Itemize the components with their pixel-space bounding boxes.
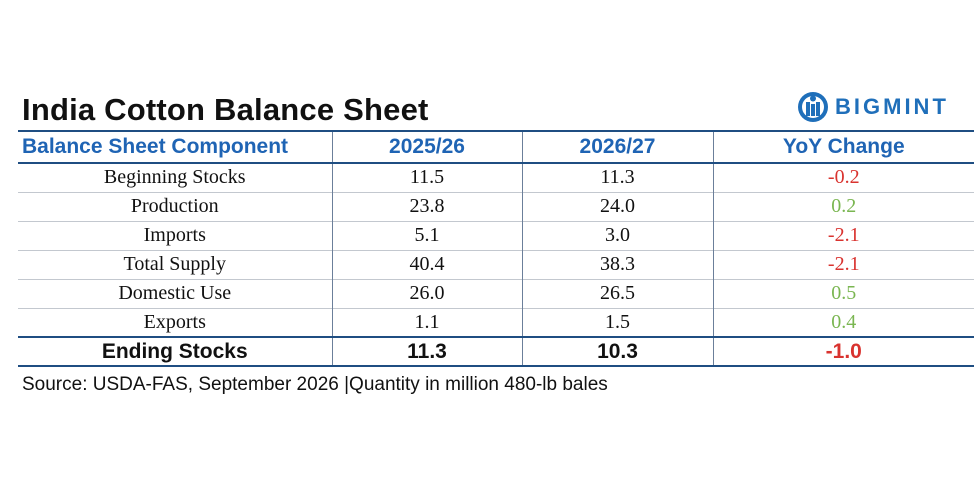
yoy-value: -2.1 [712, 249, 974, 279]
row-label: Beginning Stocks [103, 166, 246, 189]
value-2026-27: 1.5 [521, 307, 713, 337]
table-row: Imports 5.1 3.0 -2.1 [18, 220, 974, 250]
total-yoy: -1.0 [712, 336, 974, 367]
source-note: Source: USDA-FAS, September 2026 |Quanti… [22, 374, 608, 395]
table-row: Exports 1.1 1.5 0.4 [18, 307, 974, 337]
table-row: Production 23.8 24.0 0.2 [18, 191, 974, 221]
header-yoy-change: YoY Change [712, 130, 974, 164]
total-row: Ending Stocks 11.3 10.3 -1.0 [18, 336, 974, 367]
value-2026-27: 11.3 [521, 163, 713, 192]
value-2025-26: 23.8 [331, 191, 522, 221]
total-2026-27: 10.3 [521, 336, 713, 367]
value-2025-26: 40.4 [331, 249, 522, 279]
value-2026-27: 38.3 [521, 249, 713, 279]
yoy-value: 0.4 [712, 307, 974, 337]
header-2026-27: 2026/27 [521, 130, 713, 164]
logo-wordmark: BIGMINT [835, 94, 949, 119]
balance-sheet-table: Balance Sheet Component 2025/26 2026/27 … [18, 130, 974, 367]
value-2025-26: 5.1 [331, 220, 522, 250]
page-title: India Cotton Balance Sheet [22, 92, 429, 127]
row-label: Total Supply [18, 249, 332, 279]
table-header-row: Balance Sheet Component 2025/26 2026/27 … [18, 130, 974, 164]
total-label: Ending Stocks [18, 336, 332, 367]
value-2026-27: 24.0 [521, 191, 713, 221]
bigmint-logo-icon [798, 92, 828, 122]
total-2025-26: 11.3 [331, 336, 522, 367]
header-2025-26: 2025/26 [331, 130, 522, 164]
value-2026-27: 3.0 [521, 220, 713, 250]
value-2025-26: 11.5 [331, 163, 522, 192]
row-label: Imports [18, 220, 332, 250]
yoy-value: -0.2 [712, 163, 974, 192]
table-row: Beginning Stocks 11.5 11.3 -0.2 [18, 163, 974, 192]
value-2026-27: 26.5 [521, 278, 713, 308]
row-label: Exports [18, 307, 332, 337]
value-2025-26: 26.0 [331, 278, 522, 308]
table-row: Total Supply 40.4 38.3 -2.1 [18, 249, 974, 279]
table-row: Domestic Use 26.0 26.5 0.5 [18, 278, 974, 308]
row-label: Production [18, 191, 332, 221]
bigmint-logo: BIGMINT [797, 89, 949, 125]
yoy-value: 0.5 [712, 278, 974, 308]
yoy-value: -2.1 [712, 220, 974, 250]
row-label: Domestic Use [18, 278, 332, 308]
yoy-value: 0.2 [712, 191, 974, 221]
value-2025-26: 1.1 [331, 307, 522, 337]
header-component: Balance Sheet Component [18, 130, 332, 164]
